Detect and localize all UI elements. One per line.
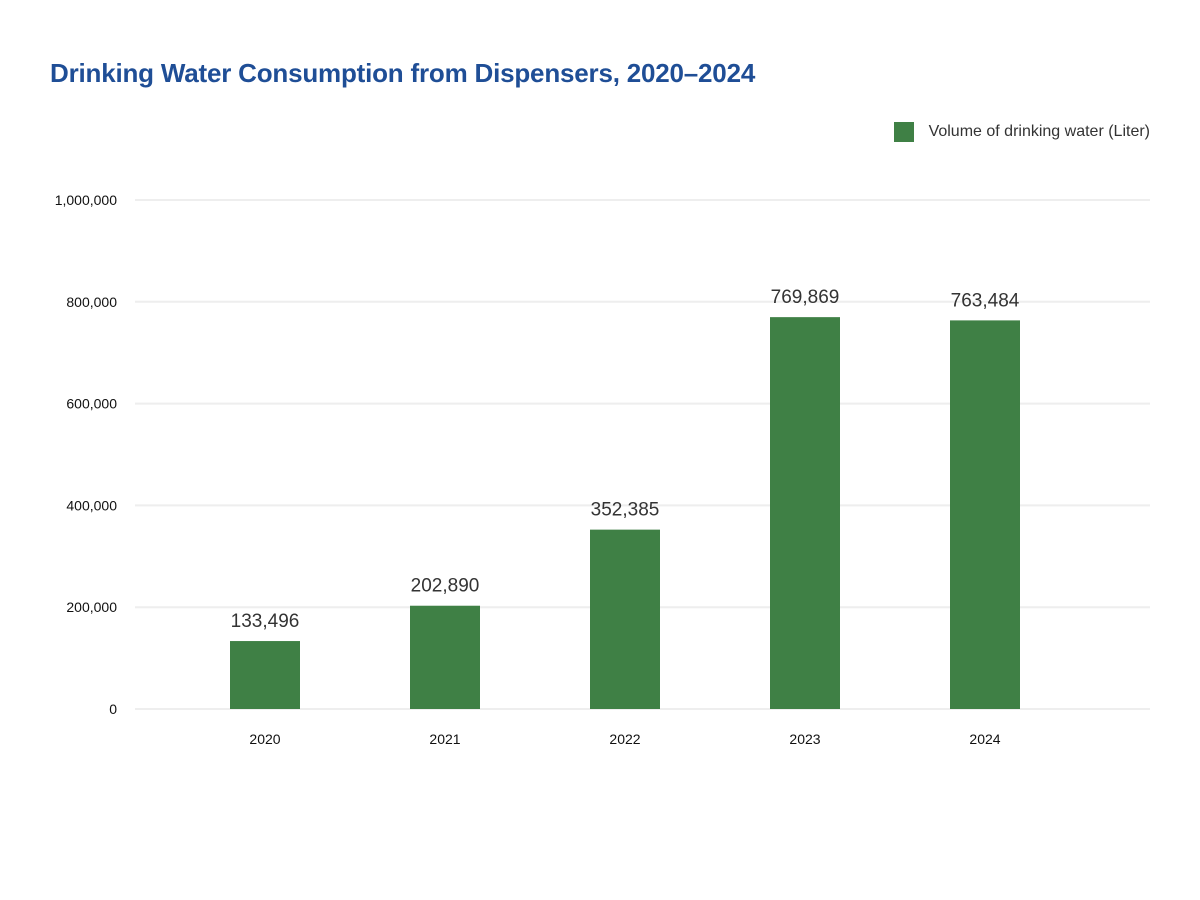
- x-tick-label: 2024: [969, 731, 1000, 747]
- bar: [590, 529, 660, 709]
- bar: [230, 641, 300, 709]
- x-tick-label: 2020: [249, 731, 280, 747]
- y-tick-label: 600,000: [66, 396, 117, 412]
- x-tick-label: 2021: [429, 731, 460, 747]
- bars: [230, 317, 1020, 709]
- x-axis-ticks: 2020 2021 2022 2023 2024: [249, 731, 1000, 747]
- y-tick-label: 400,000: [66, 497, 117, 513]
- chart-title: Drinking Water Consumption from Dispense…: [50, 58, 756, 88]
- y-tick-label: 0: [109, 701, 117, 717]
- y-axis-ticks: 0 200,000 400,000 600,000 800,000 1,000,000: [55, 192, 118, 717]
- data-labels: 133,496 202,890 352,385 769,869 763,484: [231, 287, 1020, 632]
- data-label: 763,484: [951, 290, 1020, 311]
- data-label: 202,890: [411, 576, 480, 597]
- y-tick-label: 1,000,000: [55, 192, 117, 208]
- legend: Volume of drinking water (Liter): [893, 122, 1150, 142]
- x-tick-label: 2023: [789, 731, 820, 747]
- y-tick-label: 200,000: [66, 599, 117, 615]
- x-tick-label: 2022: [609, 731, 640, 747]
- bar: [770, 317, 840, 709]
- y-tick-label: 800,000: [66, 294, 117, 310]
- data-label: 133,496: [231, 611, 300, 632]
- legend-swatch: [893, 122, 914, 142]
- data-label: 352,385: [591, 500, 660, 521]
- bar: [410, 605, 480, 709]
- bar: [950, 320, 1020, 709]
- data-label: 769,869: [771, 287, 840, 308]
- legend-label: Volume of drinking water (Liter): [928, 123, 1150, 140]
